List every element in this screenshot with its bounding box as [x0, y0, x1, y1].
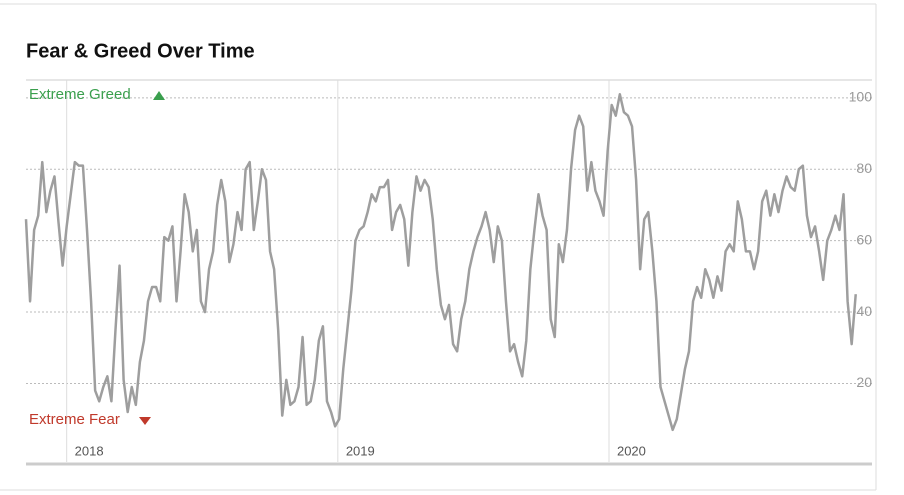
y-tick-label: 100: [849, 89, 873, 105]
extreme-fear-label: Extreme Fear: [29, 411, 120, 428]
plot-area: 20 40 60 80 100 2018 2019 2020: [24, 80, 873, 462]
up-triangle-icon: [153, 91, 165, 100]
x-tick-label: 2018: [75, 443, 104, 458]
down-triangle-icon: [139, 417, 151, 425]
x-tick-label: 2020: [617, 443, 646, 458]
y-tick-label: 80: [856, 160, 872, 176]
y-tick-label: 60: [856, 231, 872, 247]
data-line: [24, 93, 857, 432]
x-tick-label: 2019: [346, 443, 375, 458]
y-tick-label: 20: [856, 374, 872, 390]
extreme-greed-label: Extreme Greed: [29, 86, 131, 103]
chart-title: Fear & Greed Over Time: [26, 40, 255, 62]
y-tick-label: 40: [856, 303, 872, 319]
